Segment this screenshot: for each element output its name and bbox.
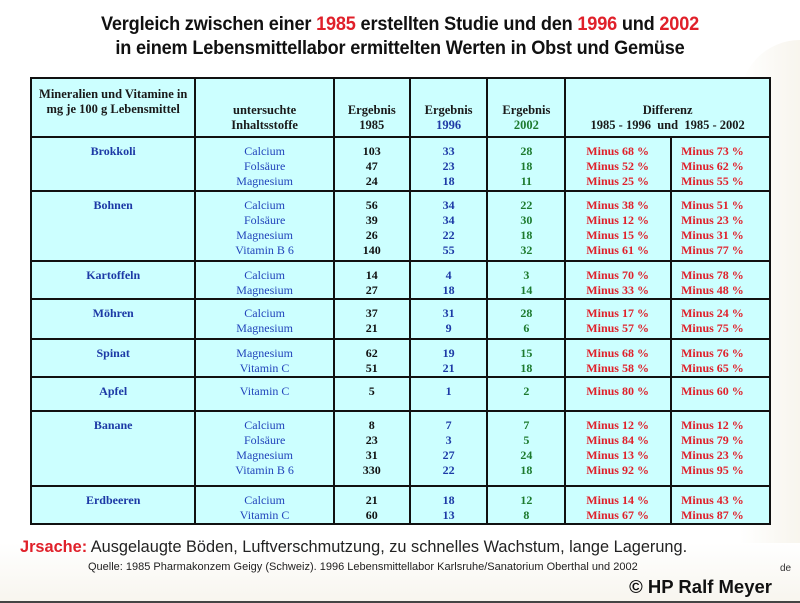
table-row: Brokkoli Calcium Folsäure Magnesium 103 47 24 3…	[29, 136, 771, 192]
food-name-cell: Spinat	[29, 338, 197, 378]
difference-2002-cell: Minus 24 % Minus 75 %	[670, 298, 771, 340]
value-1985-cell: 8 23 31 330	[332, 410, 411, 487]
difference-1996-cell: Minus 17 % Minus 57 %	[564, 298, 673, 340]
title-line-2: in einem Lebensmittellabor ermittelten W…	[115, 37, 685, 59]
value-2002-cell: 7 5 24 18	[486, 410, 567, 487]
difference-2002-cell: Minus 73 % Minus 62 % Minus 55 %	[670, 136, 771, 192]
food-name-cell: Kartoffeln	[29, 260, 197, 300]
food-name-cell: Bohnen	[29, 190, 197, 262]
table-row: Möhren Calcium Magnesium 37 21 31 9 28 6 Minus 17…	[29, 298, 771, 340]
header-substances: untersuchte Inhaltsstoffe	[194, 77, 335, 138]
table-row: Erdbeeren Calcium Vitamin C 21 60 18 13 12 8 Minu…	[29, 485, 771, 525]
cause-label: Jrsache:	[20, 537, 88, 556]
nutrient-comparison-table: Mineralien und Vitamine in mg je 100 g Le…	[29, 77, 771, 525]
difference-2002-cell: Minus 43 % Minus 87 %	[670, 485, 771, 525]
value-1985-cell: 5	[332, 376, 411, 412]
value-1985-cell: 62 51	[332, 338, 411, 378]
copyright-notice: © HP Ralf Meyer	[629, 576, 772, 597]
substance-cell: Magnesium Vitamin C	[194, 338, 335, 378]
value-2002-cell: 28 18 11	[486, 136, 567, 192]
difference-2002-cell: Minus 12 % Minus 79 % Minus 23 % Minus 95 %	[670, 410, 771, 487]
source-citation: Quelle: 1985 Pharmakonzem Geigy (Schweiz…	[88, 561, 638, 573]
value-2002-cell: 2	[486, 376, 567, 412]
table-row: Spinat Magnesium Vitamin C 62 51 19 21 15 18 Minu…	[29, 338, 771, 378]
value-1996-cell: 19 21	[408, 338, 489, 378]
value-1985-cell: 103 47 24	[332, 136, 411, 192]
background-bottom	[0, 543, 800, 603]
difference-1996-cell: Minus 68 % Minus 52 % Minus 25 %	[564, 136, 673, 192]
difference-1996-cell: Minus 38 % Minus 12 % Minus 15 % Minus 61 %	[564, 190, 673, 262]
table-row: Bohnen Calcium Folsäure Magnesium Vitamin B …	[29, 190, 771, 262]
title-line-1: Vergleich zwischen einer 1985 erstellten…	[100, 13, 700, 35]
cut-off-text-fragment: de	[780, 563, 792, 574]
substance-cell: Calcium Magnesium	[194, 260, 335, 300]
food-name-cell: Möhren	[29, 298, 197, 340]
value-1996-cell: 34 34 22 55	[408, 190, 489, 262]
difference-1996-cell: Minus 68 % Minus 58 %	[564, 338, 673, 378]
table-row: Apfel Vitamin C 5 1 2 Minus 80 % Minus 60 %	[29, 376, 771, 412]
difference-2002-cell: Minus 51 % Minus 23 % Minus 31 % Minus 77 %	[670, 190, 771, 262]
value-1985-cell: 37 21	[332, 298, 411, 340]
value-1996-cell: 31 9	[408, 298, 489, 340]
cause-note: Jrsache: Ausgelaugte Böden, Luftverschmu…	[20, 537, 687, 557]
value-2002-cell: 28 6	[486, 298, 567, 340]
difference-2002-cell: Minus 76 % Minus 65 %	[670, 338, 771, 378]
value-1996-cell: 1	[408, 376, 489, 412]
header-result-1996: Ergebnis 1996	[408, 77, 489, 138]
substance-cell: Calcium Magnesium	[194, 298, 335, 340]
header-difference: Differenz 1985 - 1996 und 1985 - 2002	[564, 77, 771, 138]
substance-cell: Vitamin C	[194, 376, 335, 412]
header-result-1985: Ergebnis 1985	[332, 77, 411, 138]
difference-2002-cell: Minus 78 % Minus 48 %	[670, 260, 771, 300]
value-1996-cell: 4 18	[408, 260, 489, 300]
difference-1996-cell: Minus 12 % Minus 84 % Minus 13 % Minus 92 %	[564, 410, 673, 487]
value-2002-cell: 22 30 18 32	[486, 190, 567, 262]
difference-1996-cell: Minus 80 %	[564, 376, 673, 412]
difference-2002-cell: Minus 60 %	[670, 376, 771, 412]
year-1985-highlight: 1985	[316, 13, 356, 35]
value-1996-cell: 7 3 27 22	[408, 410, 489, 487]
difference-1996-cell: Minus 70 % Minus 33 %	[564, 260, 673, 300]
bottom-divider	[0, 601, 800, 603]
value-1996-cell: 33 23 18	[408, 136, 489, 192]
page-title: Vergleich zwischen einer 1985 erstellten…	[28, 12, 772, 60]
substance-cell: Calcium Vitamin C	[194, 485, 335, 525]
value-2002-cell: 3 14	[486, 260, 567, 300]
table-header-row: Mineralien und Vitamine in mg je 100 g Le…	[29, 77, 771, 138]
substance-cell: Calcium Folsäure Magnesium Vitamin B 6	[194, 410, 335, 487]
header-result-2002: Ergebnis 2002	[486, 77, 567, 138]
food-name-cell: Erdbeeren	[29, 485, 197, 525]
table-row: Kartoffeln Calcium Magnesium 14 27 4 18 3 14 Minu…	[29, 260, 771, 300]
food-name-cell: Brokkoli	[29, 136, 197, 192]
cause-text: Ausgelaugte Böden, Luftverschmutzung, zu…	[87, 537, 688, 556]
food-name-cell: Apfel	[29, 376, 197, 412]
difference-1996-cell: Minus 14 % Minus 67 %	[564, 485, 673, 525]
value-1985-cell: 14 27	[332, 260, 411, 300]
food-name-cell: Banane	[29, 410, 197, 487]
value-1985-cell: 21 60	[332, 485, 411, 525]
year-1996-highlight: 1996	[577, 13, 618, 35]
substance-cell: Calcium Folsäure Magnesium	[194, 136, 335, 192]
value-2002-cell: 12 8	[486, 485, 567, 525]
table-row: Banane Calcium Folsäure Magnesium Vitamin B …	[29, 410, 771, 487]
substance-cell: Calcium Folsäure Magnesium Vitamin B 6	[194, 190, 335, 262]
header-food: Mineralien und Vitamine in mg je 100 g Le…	[29, 77, 197, 138]
value-1996-cell: 18 13	[408, 485, 489, 525]
value-1985-cell: 56 39 26 140	[332, 190, 411, 262]
year-2002-highlight: 2002	[659, 13, 700, 35]
value-2002-cell: 15 18	[486, 338, 567, 378]
